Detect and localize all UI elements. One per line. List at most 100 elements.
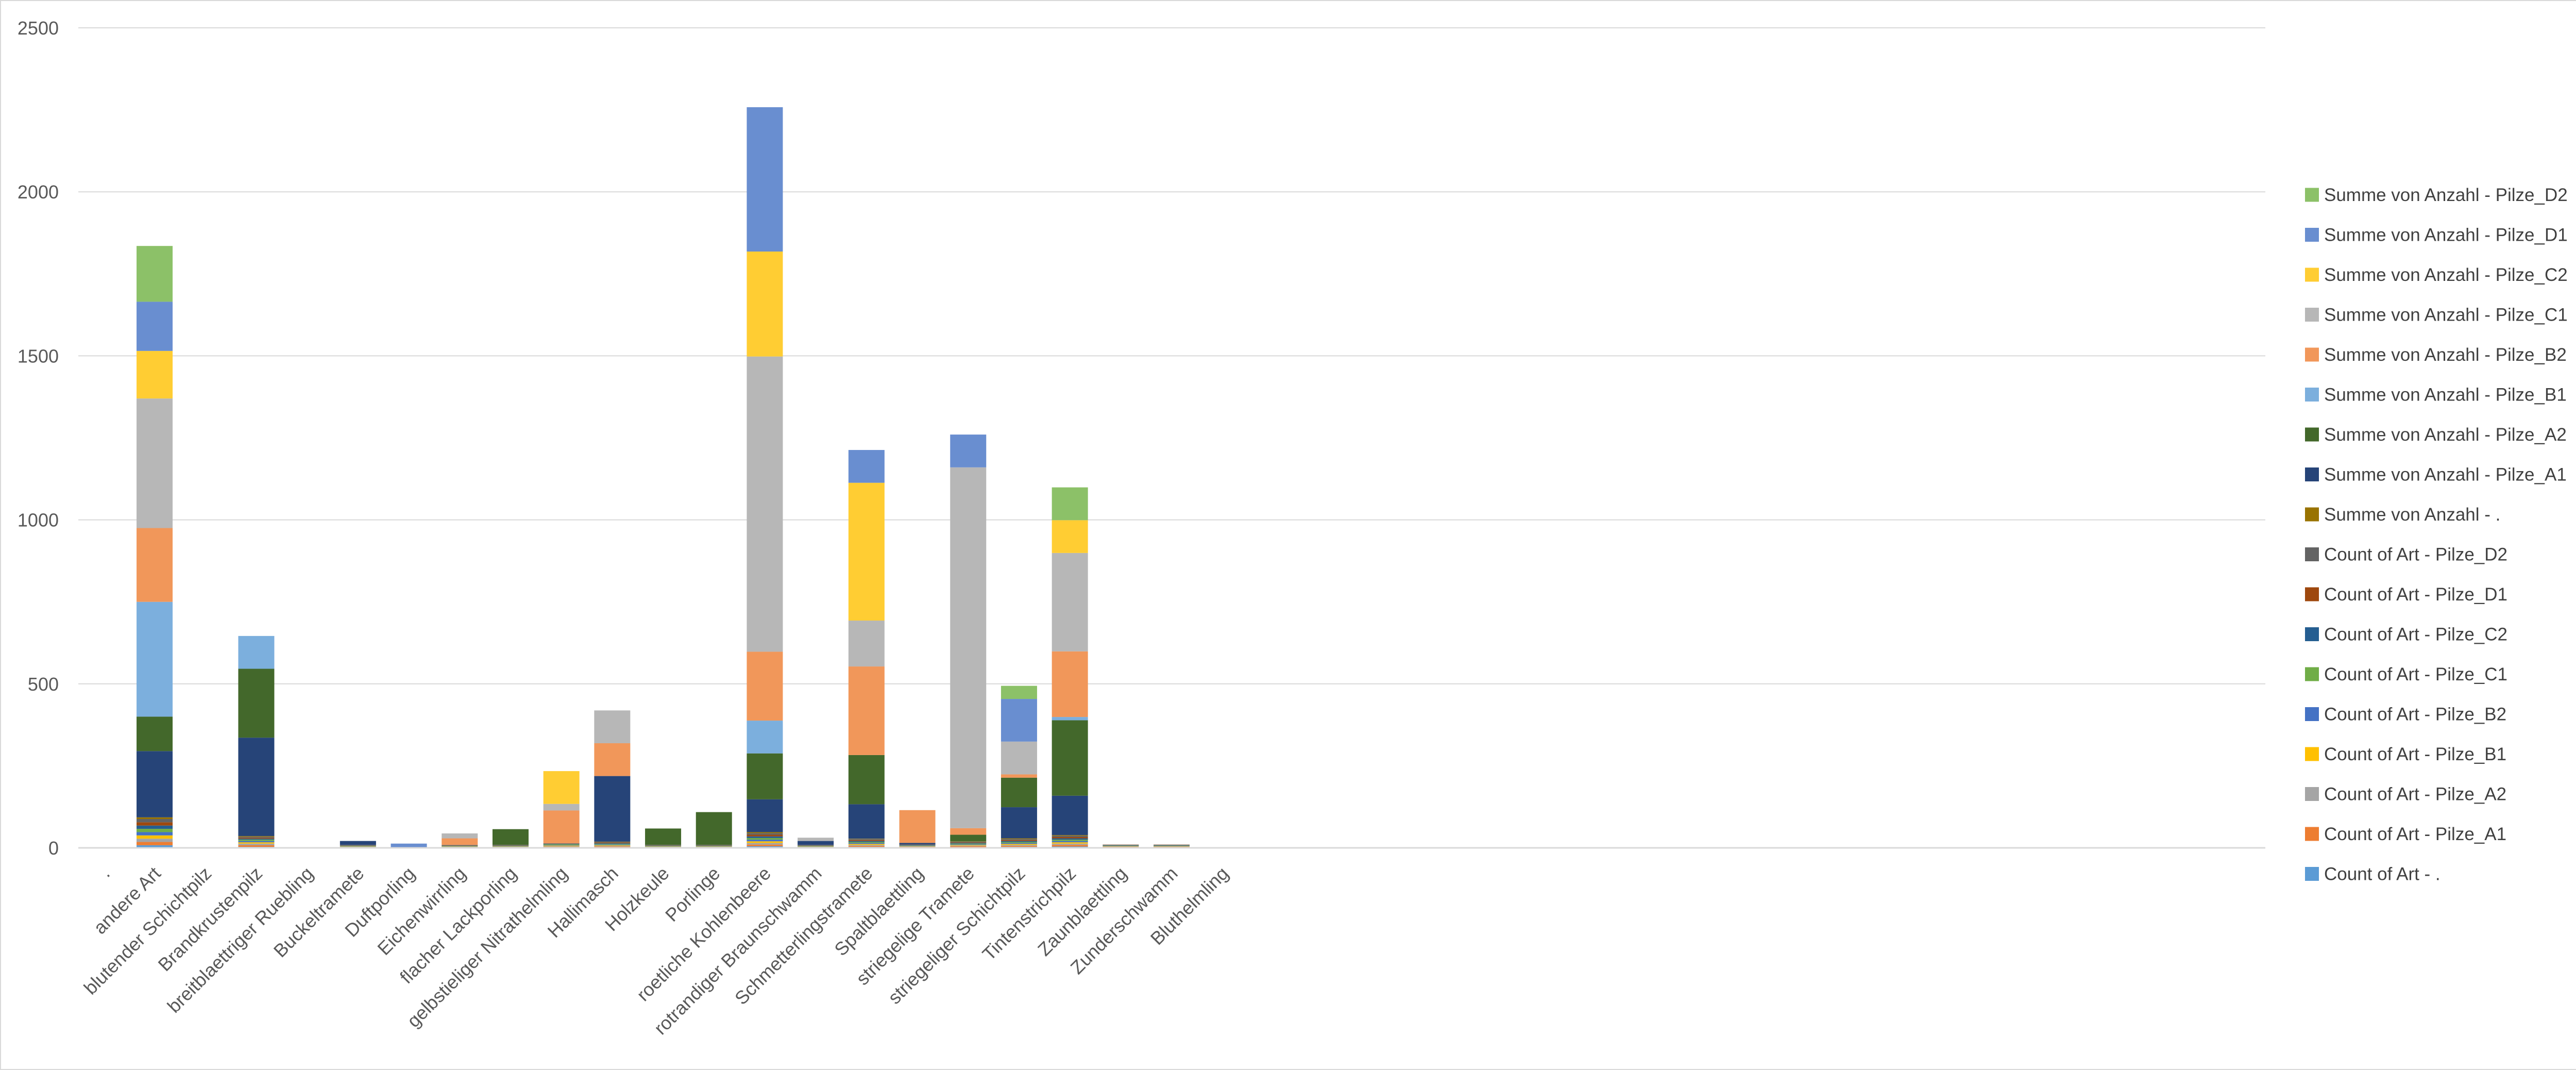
bar-segment — [798, 838, 834, 841]
x-tick-label: . — [95, 863, 114, 881]
bar-segment — [543, 771, 580, 804]
bar-segment — [594, 846, 631, 847]
bar-segment — [137, 817, 173, 819]
bar-segment — [950, 434, 987, 467]
bar-segment — [1103, 846, 1139, 847]
y-axis-tick-labels: 0 500 1000 1500 2000 2500 — [18, 18, 59, 859]
bar-segment — [340, 846, 376, 847]
bar-segment — [747, 721, 783, 754]
bar-segment — [1001, 839, 1037, 840]
bar-segment — [747, 832, 783, 833]
legend-swatch — [2305, 667, 2319, 681]
bar-segment — [238, 836, 275, 837]
bar-segment — [747, 833, 783, 835]
y-tick-label: 2000 — [18, 181, 59, 203]
bar-segment — [1001, 807, 1037, 839]
bar-segment — [137, 839, 173, 842]
bar-segment — [442, 845, 478, 846]
legend-item: Summe von Anzahl - Pilze_B2 — [2305, 345, 2567, 365]
bar-segment — [1052, 651, 1088, 717]
bar-segment — [1001, 774, 1037, 778]
legend-item: Count of Art - . — [2305, 864, 2441, 884]
bar-segment — [1052, 720, 1088, 796]
legend-label: Count of Art - . — [2324, 864, 2441, 884]
bar-segment — [137, 825, 173, 829]
legend-item: Count of Art - Pilze_C2 — [2305, 625, 2507, 645]
gridlines — [78, 27, 2265, 684]
bar-segment — [238, 845, 275, 847]
bar-segment — [137, 751, 173, 817]
bar-segment — [340, 845, 376, 846]
legend-label: Summe von Anzahl - . — [2324, 505, 2500, 525]
bar-segment — [137, 835, 173, 839]
bar-segment — [848, 804, 885, 839]
bar-segment — [848, 842, 885, 843]
bar-segment — [492, 845, 529, 846]
legend-swatch — [2305, 427, 2319, 442]
bar-segment — [747, 252, 783, 357]
x-tick-label: Spaltblaettling — [830, 863, 927, 960]
legend-label: Summe von Anzahl - Pilze_A1 — [2324, 465, 2567, 485]
bar-segment — [137, 829, 173, 832]
bar-segment — [391, 843, 427, 847]
legend-swatch — [2305, 228, 2319, 242]
bar-segment — [1052, 553, 1088, 651]
bar-segment — [747, 356, 783, 652]
bar-segment — [696, 846, 732, 847]
legend-label: Count of Art - Pilze_C1 — [2324, 664, 2507, 684]
bar-segment — [1154, 846, 1190, 847]
bar-segment — [848, 844, 885, 845]
bar-segment — [238, 842, 275, 844]
legend-label: Count of Art - Pilze_B2 — [2324, 705, 2506, 725]
legend-label: Summe von Anzahl - Pilze_C2 — [2324, 265, 2568, 285]
bar-segment — [137, 398, 173, 528]
legend-label: Summe von Anzahl - Pilze_D1 — [2324, 225, 2568, 245]
bar-segment — [1052, 843, 1088, 845]
bar-segment — [747, 841, 783, 843]
bar-segment — [1052, 487, 1088, 521]
legend-swatch — [2305, 627, 2319, 641]
legend-swatch — [2305, 507, 2319, 522]
bar-segment — [848, 755, 885, 805]
bar-segment — [594, 845, 631, 846]
legend-swatch — [2305, 388, 2319, 402]
bar-segment — [798, 845, 834, 846]
bar-segment — [645, 846, 682, 847]
legend-item: Summe von Anzahl - Pilze_C1 — [2305, 305, 2568, 325]
legend-swatch — [2305, 827, 2319, 841]
bar-segment — [899, 810, 936, 843]
bar-segment — [950, 841, 987, 842]
bar-segment — [137, 842, 173, 845]
bar-segment — [238, 837, 275, 838]
legend-swatch — [2305, 787, 2319, 801]
bar-segment — [1001, 844, 1037, 845]
x-tick-label: Buckeltramete — [269, 863, 368, 962]
bar-segment — [899, 845, 936, 846]
bar-segment — [1154, 846, 1190, 847]
bar-segment — [645, 846, 682, 847]
legend-item: Summe von Anzahl - Pilze_B1 — [2305, 385, 2567, 405]
bar-segment — [848, 482, 885, 621]
y-tick-label: 1000 — [18, 510, 59, 531]
legend-label: Summe von Anzahl - Pilze_D2 — [2324, 185, 2568, 205]
bar-segment — [340, 846, 376, 847]
bar-segment — [137, 716, 173, 751]
x-tick-label: Eichenwirrling — [373, 863, 469, 959]
bar-segment — [696, 812, 732, 845]
bar-segment — [950, 834, 987, 842]
bar-segment — [137, 832, 173, 835]
bar-segment — [848, 840, 885, 841]
bar-segment — [747, 836, 783, 838]
bar-segment — [1052, 840, 1088, 841]
bar-segment — [1103, 846, 1139, 847]
legend-label: Summe von Anzahl - Pilze_C1 — [2324, 305, 2568, 325]
bar-segment — [594, 710, 631, 743]
bar-segment — [543, 843, 580, 844]
bar-segment — [747, 753, 783, 799]
legend-label: Count of Art - Pilze_D1 — [2324, 584, 2507, 605]
legend-item: Summe von Anzahl - Pilze_D1 — [2305, 225, 2568, 245]
legend-item: Count of Art - Pilze_B1 — [2305, 744, 2506, 764]
bar-segment — [848, 666, 885, 755]
bar-segment — [594, 743, 631, 776]
legend-item: Count of Art - Pilze_A1 — [2305, 824, 2506, 844]
